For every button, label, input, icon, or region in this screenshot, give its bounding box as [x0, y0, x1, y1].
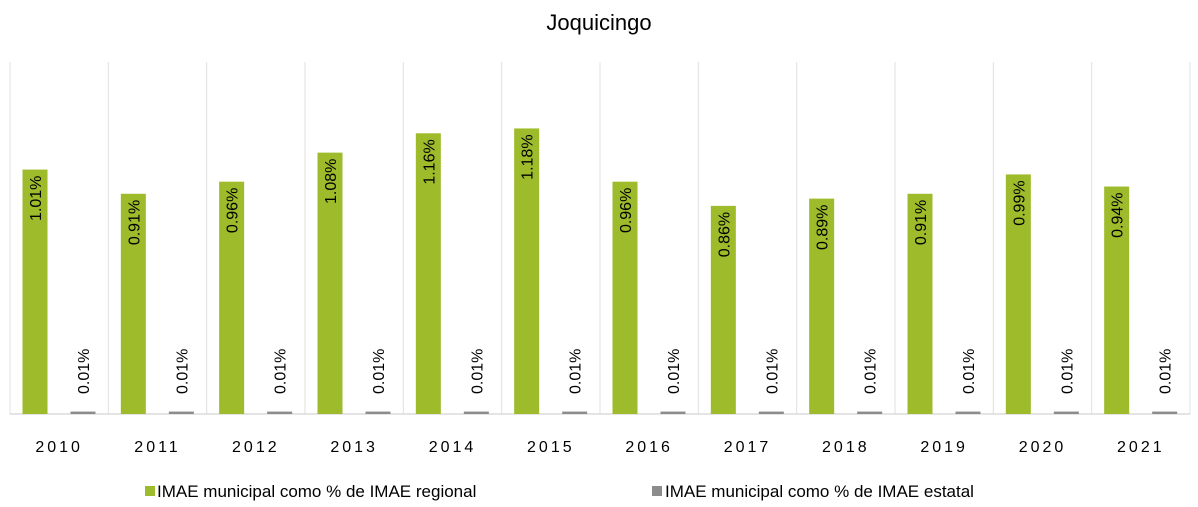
x-tick-label: 2011	[134, 439, 180, 456]
data-label: 0.89%	[815, 205, 832, 250]
data-label: 0.01%	[469, 349, 486, 394]
x-tick-label: 2019	[920, 439, 968, 456]
x-tick-label: 2013	[330, 439, 378, 456]
data-label: 0.01%	[174, 349, 191, 394]
x-tick-label: 2016	[625, 439, 673, 456]
legend-swatch	[145, 486, 155, 496]
legend-label: IMAE municipal como % de IMAE estatal	[665, 482, 974, 501]
x-tick-label: 2012	[232, 439, 280, 456]
bar	[168, 411, 194, 414]
x-tick-label: 2018	[822, 439, 870, 456]
bar	[219, 181, 245, 414]
data-label: 0.01%	[863, 349, 880, 394]
bar	[317, 152, 343, 414]
bar	[857, 411, 883, 414]
x-tick-label: 2015	[527, 439, 575, 456]
data-label: 0.96%	[225, 188, 242, 233]
data-label: 0.01%	[666, 349, 683, 394]
data-label: 0.01%	[1059, 349, 1076, 394]
bar	[267, 411, 293, 414]
bar	[463, 411, 489, 414]
data-label: 0.86%	[716, 212, 733, 257]
bar	[70, 411, 96, 414]
data-label: 0.01%	[764, 349, 781, 394]
bar	[1152, 411, 1178, 414]
legend-label: IMAE municipal como % de IMAE regional	[157, 482, 476, 501]
data-label: 0.01%	[1158, 349, 1175, 394]
legend-swatch	[652, 486, 662, 496]
bar	[120, 193, 146, 414]
chart-title: Joquicingo	[546, 10, 651, 35]
data-label: 1.18%	[520, 134, 537, 179]
bar	[955, 411, 981, 414]
bar	[1104, 186, 1130, 414]
x-tick-label: 2017	[724, 439, 772, 456]
bar	[612, 181, 638, 414]
data-label: 0.91%	[913, 200, 930, 245]
data-label: 1.08%	[323, 159, 340, 204]
data-label: 1.01%	[28, 176, 45, 221]
x-tick-label: 2010	[35, 439, 83, 456]
data-label: 0.96%	[618, 188, 635, 233]
x-tick-label: 2020	[1019, 439, 1067, 456]
bar	[1005, 174, 1031, 414]
x-tick-label: 2021	[1117, 439, 1165, 456]
bar	[562, 411, 588, 414]
bar	[514, 128, 540, 414]
bar	[710, 205, 736, 414]
bar	[1053, 411, 1079, 414]
data-label: 0.99%	[1011, 180, 1028, 225]
bar	[365, 411, 391, 414]
bar	[415, 133, 441, 414]
data-label: 1.16%	[421, 139, 438, 184]
data-label: 0.01%	[76, 349, 93, 394]
bar	[660, 411, 686, 414]
data-label: 0.94%	[1110, 193, 1127, 238]
data-label: 0.01%	[371, 349, 388, 394]
bar	[809, 198, 835, 414]
bar	[758, 411, 784, 414]
data-label: 0.01%	[568, 349, 585, 394]
bar	[22, 169, 48, 414]
data-label: 0.01%	[273, 349, 290, 394]
data-label: 0.91%	[126, 200, 143, 245]
bar	[907, 193, 933, 414]
x-tick-label: 2014	[429, 439, 477, 456]
data-label: 0.01%	[961, 349, 978, 394]
